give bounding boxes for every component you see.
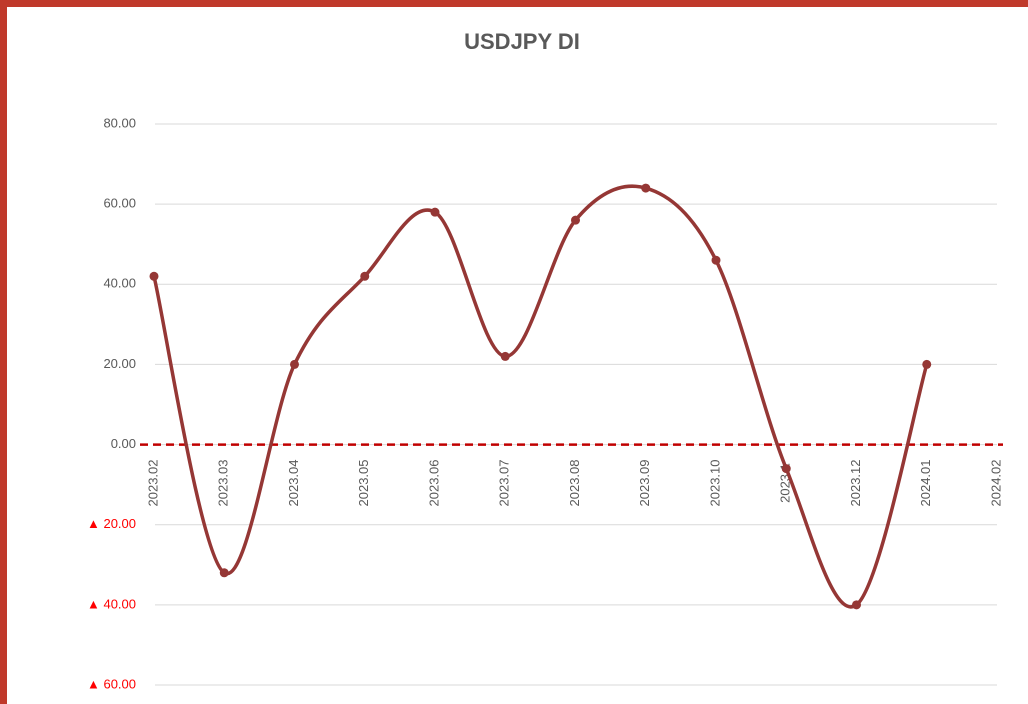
x-tick-label: 2023.09 [637, 460, 652, 507]
chart-area [7, 7, 1028, 704]
y-tick-label: 40.00 [103, 276, 136, 291]
data-point [430, 207, 440, 217]
data-point [360, 271, 370, 281]
y-tick-label: ▲ 40.00 [87, 596, 136, 611]
chart-title: USDJPY DI [464, 29, 580, 54]
data-point [641, 183, 651, 193]
y-tick-label: 80.00 [103, 115, 136, 130]
x-tick-label: 2023.08 [567, 460, 582, 507]
x-tick-label: 2023.07 [497, 460, 512, 507]
x-tick-label: 2023.03 [216, 460, 231, 507]
x-tick-label: 2023.10 [707, 460, 722, 507]
line-series [152, 184, 929, 609]
x-tick-label: 2023.04 [286, 460, 301, 507]
data-point [922, 359, 932, 369]
x-tick-label: 2024.01 [918, 460, 933, 507]
data-point [149, 271, 159, 281]
data-point [711, 255, 721, 265]
data-point [571, 215, 580, 225]
data-point [219, 568, 229, 578]
y-tick-label: 60.00 [103, 196, 136, 211]
y-tick-label: 0.00 [111, 436, 136, 451]
data-point [290, 359, 299, 369]
y-tick-label: ▲ 20.00 [87, 516, 136, 531]
x-tick-label: 2023.05 [356, 460, 371, 507]
x-tick-label: 2023.02 [145, 460, 160, 507]
y-tick-label: 20.00 [103, 356, 136, 371]
data-point [852, 600, 861, 610]
x-tick-label: 2023.12 [848, 460, 863, 507]
x-tick-label: 2024.02 [988, 460, 1003, 507]
data-point [781, 464, 791, 474]
x-tick-label: 2023.06 [426, 460, 441, 507]
y-tick-label: ▲ 60.00 [87, 676, 136, 691]
data-point [500, 351, 510, 361]
